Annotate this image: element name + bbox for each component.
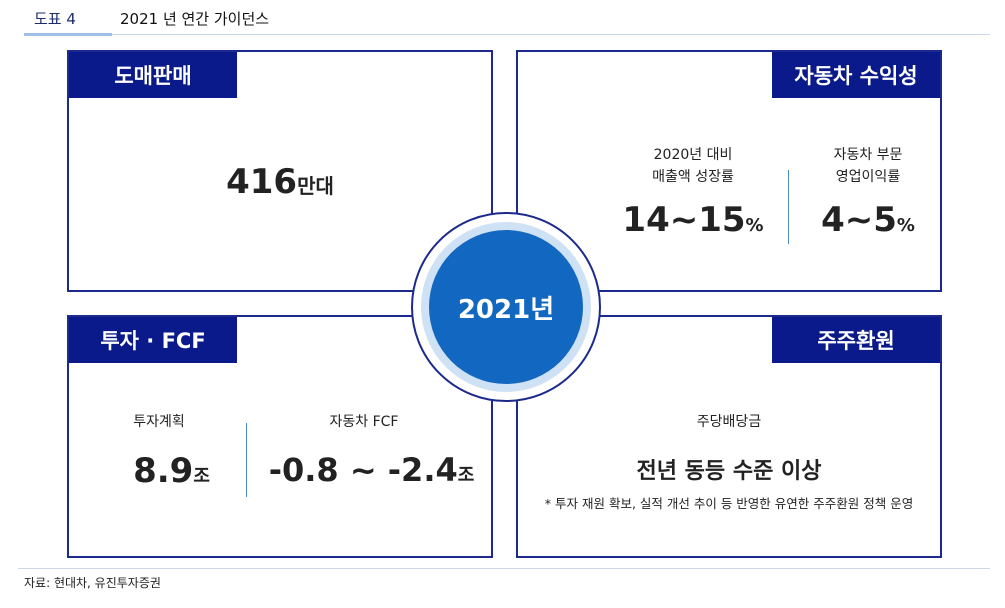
margin-unit: %	[896, 215, 915, 236]
auto-profit-tag: 자동차 수익성	[772, 52, 940, 98]
margin-value-row: 4~5%	[798, 200, 938, 240]
growth-value-row: 14~15%	[598, 200, 788, 240]
dividend-note: * 투자 재원 확보, 실적 개선 추이 등 반영한 유연한 주주환원 정책 운…	[544, 496, 914, 511]
fcf-unit: 조	[457, 465, 475, 486]
source-divider	[18, 568, 990, 569]
wholesale-panel: 도매판매 416만대	[67, 50, 493, 292]
invest-tag: 투자 · FCF	[69, 317, 237, 363]
wholesale-value: 416	[226, 162, 298, 202]
fcf-value: -0.8 ~ -2.4	[268, 451, 458, 489]
header-divider-line	[112, 34, 990, 35]
invest-plan-value: 8.9	[133, 451, 194, 491]
growth-label: 2020년 대비 매출액 성장률	[613, 144, 773, 188]
wholesale-unit: 만대	[297, 174, 334, 198]
wholesale-value-row: 416만대	[69, 162, 491, 202]
source-note: 자료: 현대차, 유진투자증권	[24, 576, 161, 590]
invest-plan-unit: 조	[193, 466, 210, 487]
invest-plan-value-row: 8.9조	[99, 451, 244, 491]
invest-panel: 투자 · FCF 투자계획 8.9조 자동차 FCF -0.8 ~ -2.4조	[67, 315, 493, 558]
growth-value: 14~15	[622, 200, 746, 240]
header-accent-line	[24, 33, 112, 36]
figure-header: 도표 4 2021 년 연간 가이던스	[0, 0, 1005, 40]
margin-label: 자동차 부문 영업이익률	[808, 144, 928, 188]
invest-divider	[246, 423, 247, 497]
dividend-label: 주당배당금	[696, 414, 762, 430]
invest-plan-label: 투자계획	[133, 414, 185, 430]
growth-label-line1: 2020년 대비	[653, 147, 733, 163]
figure-label: 도표 4	[34, 10, 76, 28]
shareholder-tag: 주주환원	[772, 317, 940, 363]
margin-label-line1: 자동차 부문	[833, 147, 903, 163]
growth-unit: %	[745, 215, 764, 236]
margin-value: 4~5	[821, 200, 897, 240]
auto-profit-panel: 자동차 수익성 2020년 대비 매출액 성장률 14~15% 자동차 부문 영…	[516, 50, 942, 292]
auto-profit-divider	[788, 170, 789, 244]
figure-title: 2021 년 연간 가이던스	[120, 10, 270, 28]
fcf-label: 자동차 FCF	[329, 414, 399, 430]
wholesale-tag: 도매판매	[69, 52, 237, 98]
margin-label-line2: 영업이익률	[835, 169, 901, 185]
growth-label-line2: 매출액 성장률	[652, 169, 734, 185]
dividend-value: 전년 동등 수준 이상	[636, 459, 822, 484]
fcf-value-row: -0.8 ~ -2.4조	[254, 451, 489, 489]
center-year-circle: 2021년	[429, 230, 583, 384]
